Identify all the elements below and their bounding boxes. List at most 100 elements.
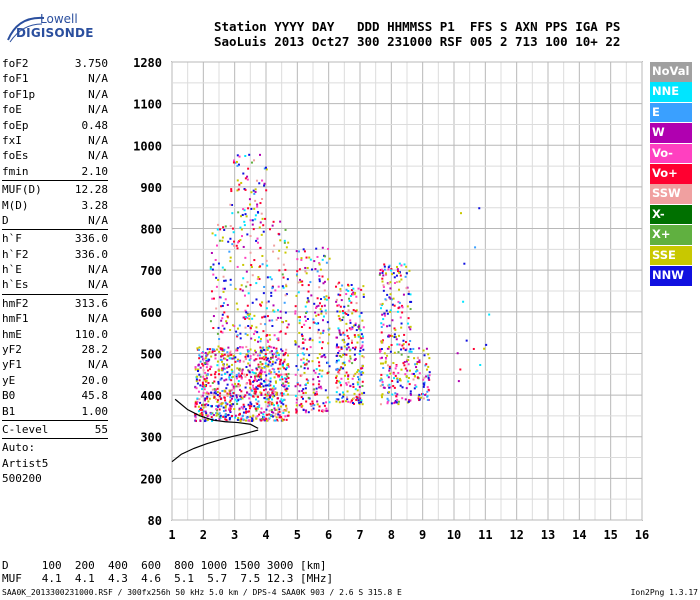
echo-point [265, 365, 268, 368]
echo-point [312, 402, 315, 405]
echo-point [223, 287, 226, 290]
echo-point [234, 356, 237, 359]
echo-point [260, 212, 263, 215]
echo-point [236, 247, 239, 250]
echo-point [277, 404, 280, 407]
echo-point [392, 272, 395, 275]
echo-point [388, 369, 391, 372]
echo-point [274, 380, 277, 383]
echo-point [285, 389, 288, 392]
echo-point [230, 353, 233, 356]
echo-point [360, 401, 363, 404]
echo-point [409, 328, 412, 331]
echo-point [315, 322, 318, 325]
echo-point [237, 163, 240, 166]
echo-point [313, 321, 316, 324]
echo-point [204, 418, 207, 421]
x-tick-label: 15 [603, 528, 617, 542]
legend-item-vo-: Vo- [650, 143, 692, 164]
echo-point [231, 324, 234, 327]
echo-point [401, 304, 404, 307]
echo-point [221, 331, 224, 334]
echo-point [265, 356, 268, 359]
echo-point [253, 405, 256, 408]
echo-point [254, 190, 257, 193]
echo-point [407, 380, 410, 383]
echo-point [201, 388, 204, 391]
echo-point [361, 385, 364, 388]
echo-point [315, 307, 318, 310]
echo-point [393, 282, 396, 285]
echo-point [339, 319, 342, 322]
echo-point [316, 356, 319, 359]
echo-point [356, 371, 359, 374]
echo-point [328, 333, 331, 336]
echo-point [199, 401, 202, 404]
echo-point [457, 380, 460, 383]
param-name: hmF2 [2, 296, 29, 310]
legend-item-nnw: NNW [650, 265, 692, 286]
echo-point [303, 353, 306, 356]
echo-point [204, 379, 207, 382]
echo-point [394, 374, 397, 377]
echo-point [347, 337, 350, 340]
echo-point [345, 293, 348, 296]
echo-point [272, 385, 275, 388]
echo-point [272, 355, 275, 358]
echo-point [271, 367, 274, 370]
echo-point [275, 391, 278, 394]
echo-point [261, 179, 264, 182]
echo-point [386, 384, 389, 387]
echo-point [313, 404, 316, 407]
echo-point [244, 408, 247, 411]
echo-point [301, 337, 304, 340]
echo-point [239, 369, 242, 372]
auto-scaling-line: Auto: [2, 441, 36, 455]
echo-point [266, 405, 269, 408]
echo-point [251, 317, 254, 320]
echo-point [388, 386, 391, 389]
echo-point [387, 268, 390, 271]
param-row-hmf1: hmF1 N/A [2, 311, 108, 326]
echo-point [397, 403, 400, 406]
echo-point [358, 315, 361, 318]
echo-point [413, 387, 416, 390]
echo-point [230, 188, 233, 191]
echo-point [258, 226, 261, 229]
echo-point [242, 407, 245, 410]
echo-point [345, 383, 348, 386]
echo-point [199, 419, 202, 422]
echo-point [248, 314, 251, 317]
echo-point [386, 347, 389, 350]
echo-point [381, 269, 384, 272]
echo-point [268, 409, 271, 412]
echo-point [319, 308, 322, 311]
echo-point [285, 348, 288, 351]
echo-point [310, 408, 313, 411]
echo-point [281, 273, 284, 276]
echo-point [243, 395, 246, 398]
echo-point [387, 282, 390, 285]
echo-point [416, 356, 419, 359]
echo-point [236, 360, 239, 363]
echo-point [339, 384, 342, 387]
echo-point [300, 358, 303, 361]
echo-point [418, 372, 421, 375]
echo-point [230, 403, 233, 406]
echo-point [199, 375, 202, 378]
echo-point [287, 365, 290, 368]
echo-point [223, 367, 226, 370]
echo-point [296, 397, 299, 400]
echo-point [335, 354, 338, 357]
echo-point [405, 387, 408, 390]
echo-point [397, 300, 400, 303]
echo-point [299, 384, 302, 387]
echo-point [250, 207, 253, 210]
echo-point [274, 419, 277, 422]
echo-point [317, 313, 320, 316]
echo-point [407, 292, 410, 295]
echo-point [393, 327, 396, 330]
echo-point [266, 357, 269, 360]
echo-point [253, 339, 256, 342]
echo-point [326, 361, 329, 364]
